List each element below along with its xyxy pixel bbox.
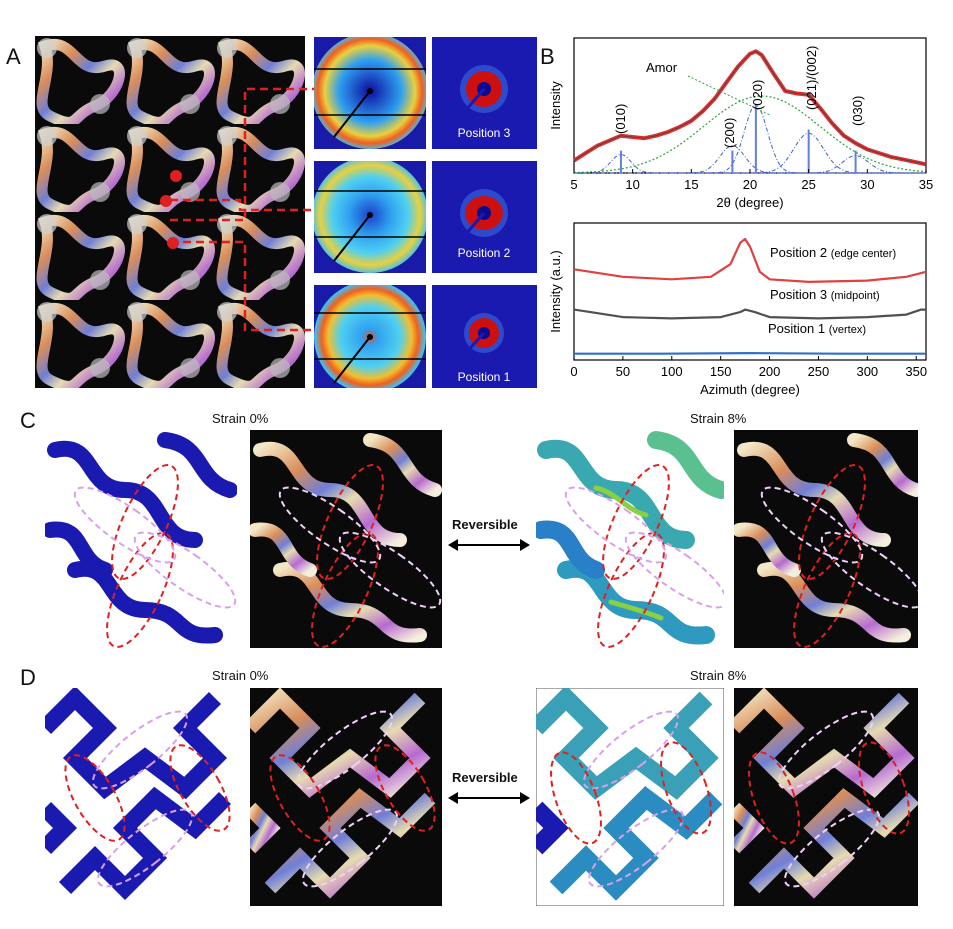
xrd-peak-label-4: (030) [850, 96, 865, 126]
azi-series-label-0: Position 2 (edge center) [770, 245, 896, 260]
xrd-chart: 5 10 15 20 25 30 35 2θ (degree) Intensity Amor (01… [548, 37, 933, 210]
azi-xtick-label-0: 0 [570, 364, 577, 379]
saxs-center-position-3: Position 3 [432, 37, 537, 149]
c-fem-strain-0 [45, 430, 237, 648]
azi-series-1 [573, 308, 926, 320]
c-photo-strain-0 [250, 430, 442, 648]
connector-lines [170, 87, 315, 332]
position-3-marker [170, 170, 182, 182]
xrd-peak-label-2: (020) [750, 80, 765, 110]
azi-series-label-2: Position 1 (vertex) [768, 321, 866, 336]
azi-xtick-label-6: 300 [856, 364, 878, 379]
saxs-pattern-position-3 [314, 37, 426, 149]
azi-xtick-label-7: 350 [905, 364, 927, 379]
d-photo-strain-8 [734, 688, 918, 906]
c-fem-strain-8 [536, 430, 724, 648]
saxs-pattern-position-2 [314, 161, 426, 273]
azi-xtick-label-2: 100 [661, 364, 683, 379]
azi-xtick-label-4: 200 [759, 364, 781, 379]
azi-series-2 [574, 352, 926, 355]
d-photo-strain-0 [250, 688, 442, 906]
d-reversible-label: Reversible [452, 770, 518, 785]
xrd-xtick-label-4: 25 [801, 177, 815, 192]
xrd-xtick-label-5: 30 [860, 177, 874, 192]
azi-xtick-label-1: 50 [616, 364, 630, 379]
position-1-label: Position 1 [458, 370, 511, 384]
xrd-amor-pointer [687, 75, 771, 116]
xrd-fit-peak-4 [574, 155, 926, 174]
xrd-amorphous-fit [573, 95, 927, 174]
panel-letter-a: A [6, 44, 21, 69]
azi-series-0 [573, 237, 927, 283]
saxs-pattern-position-1 [314, 285, 426, 388]
c-strain-0-label: Strain 0% [212, 411, 269, 426]
d-fem-strain-8 [536, 688, 724, 906]
c-reversible-arrow [448, 539, 530, 551]
c-photo-strain-8 [734, 430, 918, 648]
azimuth-chart: Position 2 (edge center) Position 3 (midp… [548, 222, 927, 397]
saxs-center-position-2: Position 2 [432, 161, 537, 273]
xrd-fit-total [573, 50, 927, 165]
d-reversible-arrow [448, 792, 530, 804]
xrd-xtick-label-3: 20 [743, 177, 757, 192]
azi-plot-frame [573, 222, 927, 361]
xrd-xtick-label-1: 10 [625, 177, 639, 192]
c-reversible-label: Reversible [452, 517, 518, 532]
xrd-peak-label-0: (010) [613, 104, 628, 134]
azi-xtick-label-5: 250 [808, 364, 830, 379]
xrd-annotation-amor: Amor [646, 60, 678, 75]
position-3-label: Position 3 [458, 126, 511, 140]
xrd-peak-label-3: (021)/(002) [804, 46, 819, 110]
panel-letter-d: D [20, 665, 36, 690]
xrd-peak-label-1: (200) [722, 118, 737, 148]
position-2-label: Position 2 [458, 246, 511, 260]
panel-letter-b: B [540, 44, 555, 69]
kirigami-micrograph [35, 36, 305, 388]
panel-letter-c: C [20, 408, 36, 433]
d-fem-strain-0 [45, 688, 237, 906]
azi-ylabel: Intensity (a.u.) [548, 250, 563, 332]
xrd-ylabel: Intensity [548, 81, 563, 130]
xrd-xlabel: 2θ (degree) [716, 195, 783, 210]
azi-series-label-1: Position 3 (midpoint) [770, 287, 880, 302]
xrd-xtick-label-6: 35 [919, 177, 933, 192]
xrd-xtick-label-2: 15 [684, 177, 698, 192]
azi-xtick-label-3: 150 [710, 364, 732, 379]
d-strain-0-label: Strain 0% [212, 668, 269, 683]
azi-xlabel: Azimuth (degree) [700, 382, 800, 397]
saxs-center-position-1: Position 1 [432, 285, 537, 388]
position-2-marker [160, 195, 172, 207]
c-strain-8-label: Strain 8% [690, 411, 747, 426]
xrd-xtick-label-0: 5 [570, 177, 577, 192]
d-strain-8-label: Strain 8% [690, 668, 747, 683]
